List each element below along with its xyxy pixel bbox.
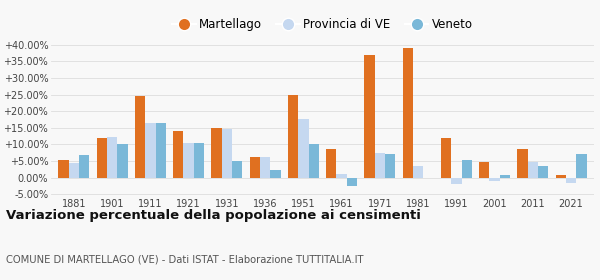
Bar: [517, 150, 527, 178]
Bar: [527, 162, 538, 178]
Bar: [173, 131, 184, 178]
Bar: [155, 123, 166, 178]
Legend: Martellago, Provincia di VE, Veneto: Martellago, Provincia di VE, Veneto: [167, 13, 478, 36]
Bar: [337, 174, 347, 178]
Bar: [556, 175, 566, 178]
Bar: [490, 178, 500, 181]
Bar: [288, 95, 298, 178]
Bar: [145, 123, 155, 178]
Bar: [374, 153, 385, 178]
Bar: [403, 48, 413, 178]
Bar: [250, 157, 260, 178]
Bar: [107, 137, 118, 178]
Text: Variazione percentuale della popolazione ai censimenti: Variazione percentuale della popolazione…: [6, 209, 421, 221]
Bar: [576, 154, 587, 178]
Bar: [364, 55, 374, 178]
Bar: [79, 155, 89, 178]
Bar: [271, 171, 281, 178]
Bar: [69, 163, 79, 178]
Bar: [413, 166, 423, 178]
Bar: [538, 166, 548, 178]
Bar: [479, 162, 490, 178]
Bar: [184, 143, 194, 178]
Bar: [222, 129, 232, 178]
Bar: [97, 138, 107, 178]
Bar: [194, 143, 204, 178]
Bar: [385, 155, 395, 178]
Bar: [211, 128, 222, 178]
Bar: [298, 118, 308, 178]
Bar: [451, 178, 461, 184]
Bar: [135, 96, 145, 178]
Text: COMUNE DI MARTELLAGO (VE) - Dati ISTAT - Elaborazione TUTTITALIA.IT: COMUNE DI MARTELLAGO (VE) - Dati ISTAT -…: [6, 255, 364, 265]
Bar: [566, 178, 576, 183]
Bar: [347, 178, 357, 186]
Bar: [461, 160, 472, 178]
Bar: [260, 157, 271, 178]
Bar: [118, 144, 128, 178]
Bar: [500, 175, 510, 178]
Bar: [232, 161, 242, 178]
Bar: [58, 160, 69, 178]
Bar: [326, 150, 337, 178]
Bar: [441, 139, 451, 178]
Bar: [308, 144, 319, 178]
